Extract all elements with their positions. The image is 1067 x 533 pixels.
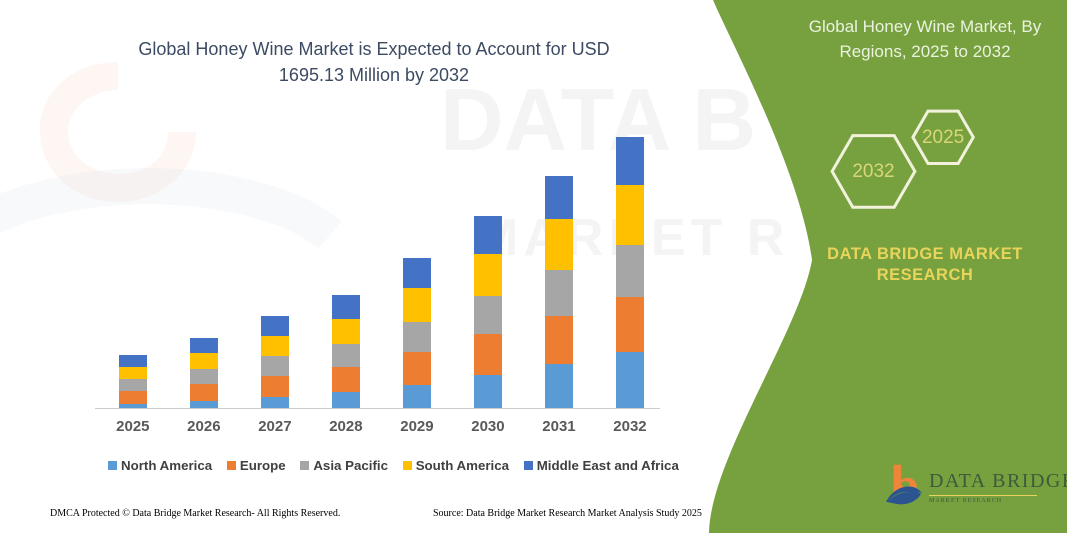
svg-text:2025: 2025	[922, 127, 964, 148]
svg-text:2032: 2032	[852, 161, 894, 182]
